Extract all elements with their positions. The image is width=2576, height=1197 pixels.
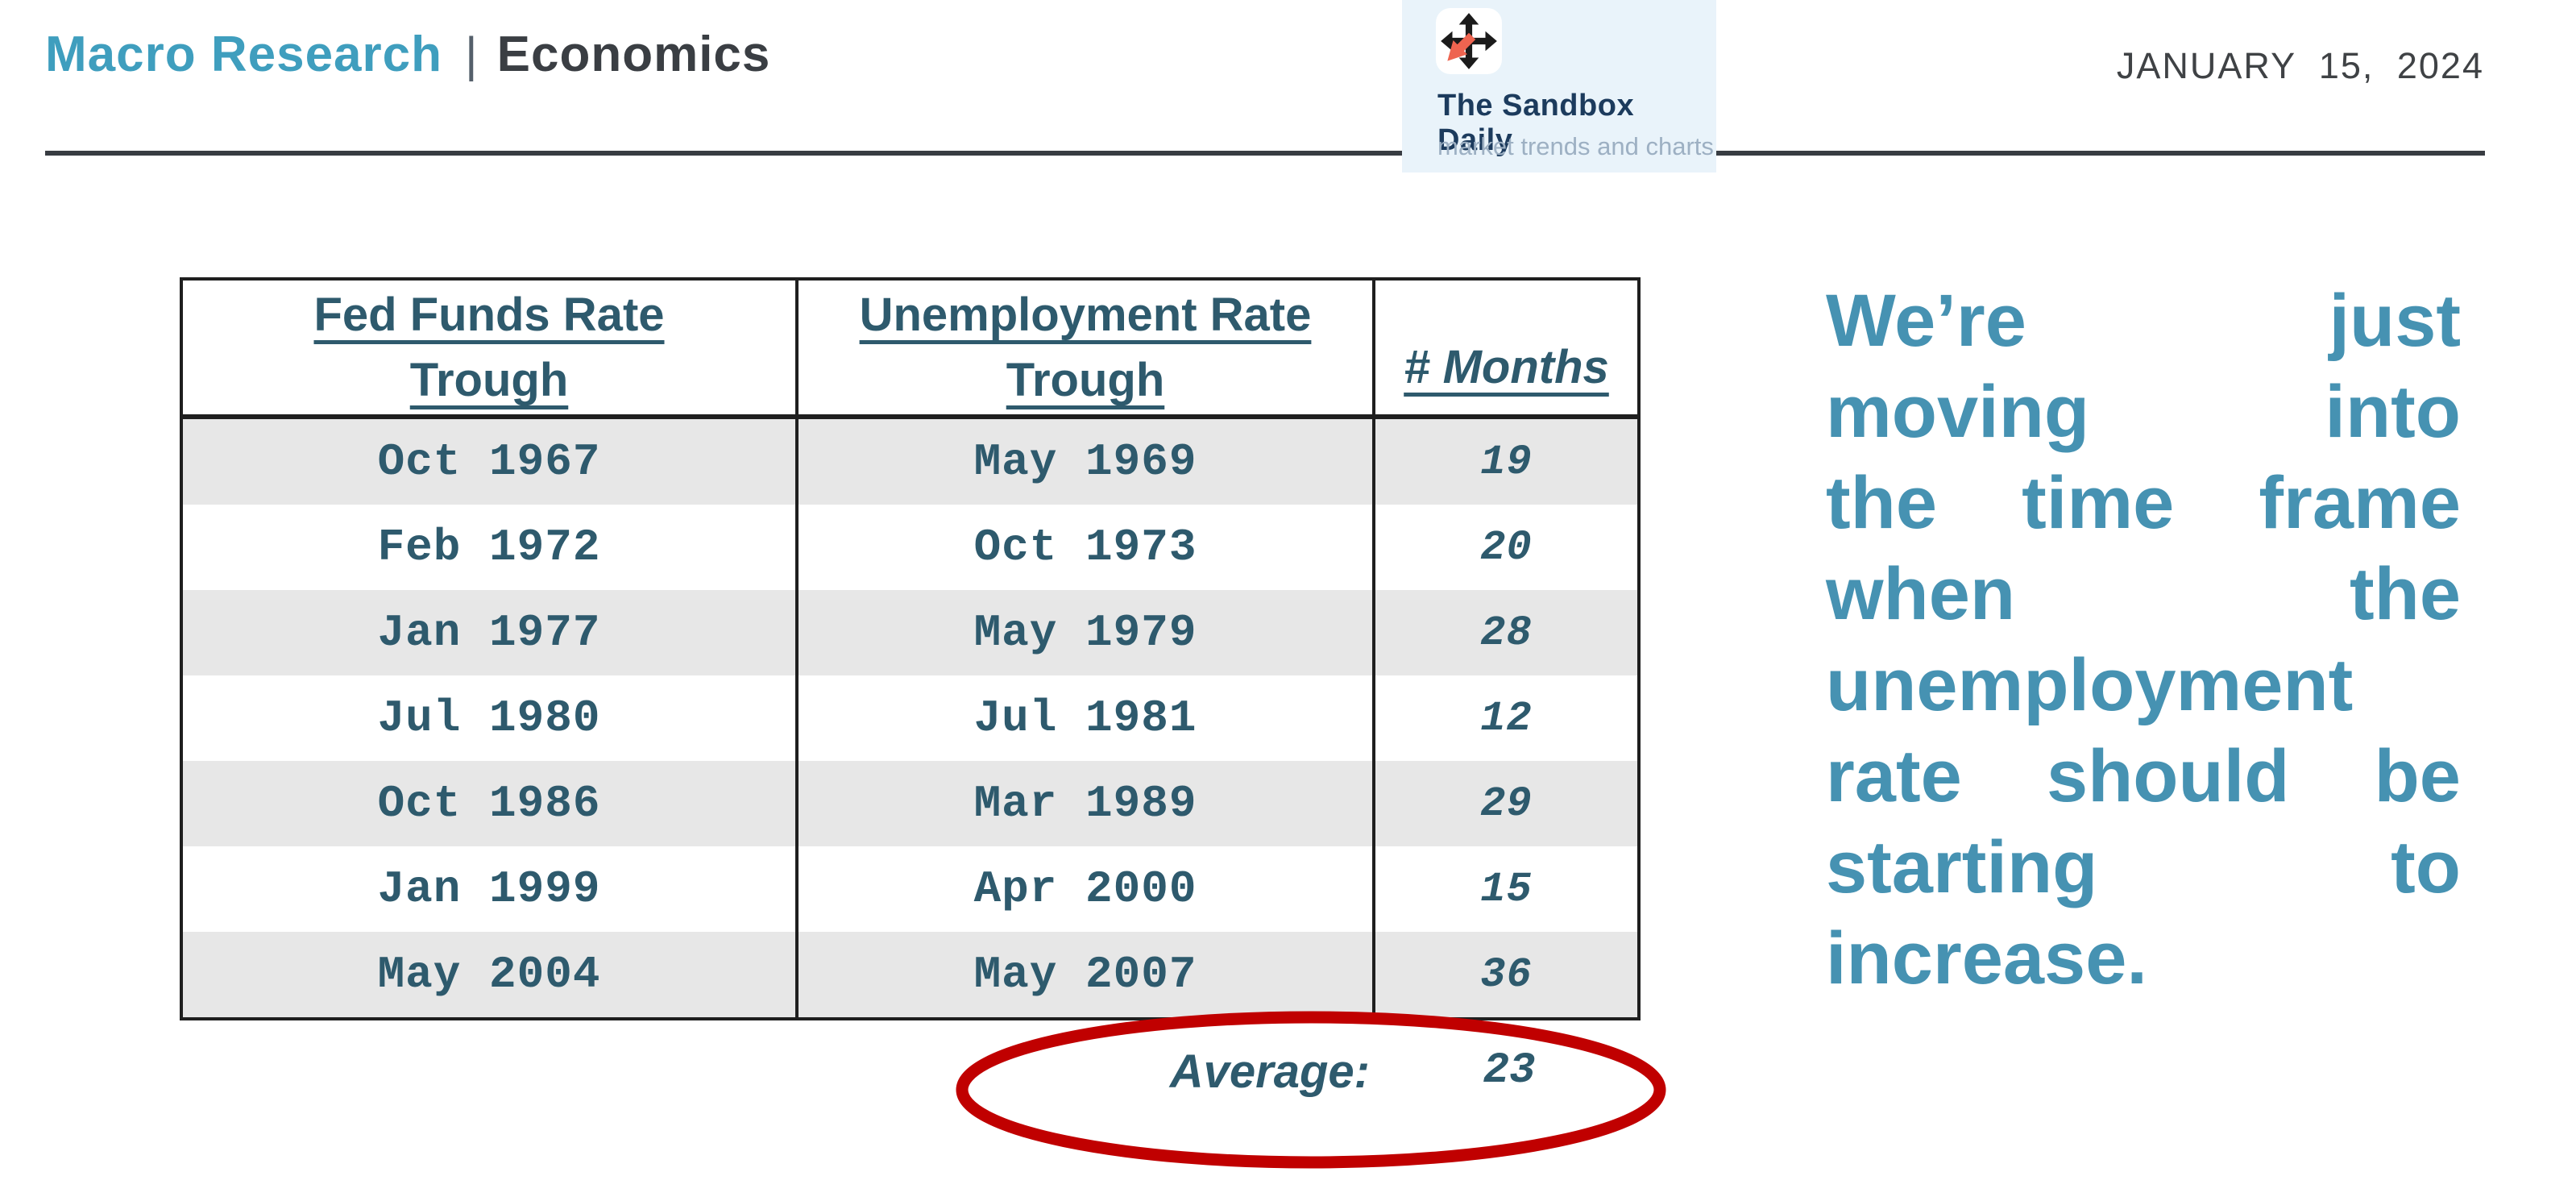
annotation-line: starting to [1826,826,2461,921]
annotation-word: moving [1826,371,2090,453]
table-row: Oct 1986 Mar 1989 29 [183,761,1637,846]
annotation-word: starting [1826,826,2098,908]
move-arrows-icon [1436,8,1502,74]
average-value: 23 [1483,1046,1536,1095]
table-cell: 20 [1372,505,1637,590]
table-cell: Feb 1972 [377,522,601,573]
table-cell: Oct 1967 [377,436,601,488]
annotation-text: We’re just moving into the time frame when the un… [1826,280,2461,1012]
table-cell: May 2004 [377,949,601,1000]
annotation-word: unemployment [1826,644,2354,726]
average-highlight-ellipse [956,1011,1666,1169]
annotation-word: increase. [1826,917,2147,1000]
table-cell: Oct 1986 [377,778,601,829]
brand-title-secondary: Economics [496,27,771,82]
brand-separator: | [465,27,478,81]
annotation-word: We’re [1826,280,2026,362]
table-row: May 2004 May 2007 36 [183,932,1637,1017]
annotation-line: moving into [1826,371,2461,466]
table-cell: 15 [1372,846,1637,932]
column-header-unemployment-trough: Unemployment Rate Trough [795,281,1372,414]
table-cell: Apr 2000 [795,846,1372,932]
table-cell: Oct 1973 [795,505,1372,590]
annotation-line: rate should be [1826,735,2461,830]
header-brand: Macro Research | Economics [45,26,770,83]
brand-title-primary: Macro Research [45,27,443,82]
annotation-line: We’re just [1826,280,2461,375]
trough-comparison-table: Fed Funds Rate Trough Unemployment Rate … [180,277,1641,1020]
table-row: Jan 1977 May 1979 28 [183,590,1637,675]
table-cell: Jan 1977 [377,607,601,659]
annotation-word: when [1826,553,2016,635]
annotation-word: should [2046,735,2290,817]
table-cell: May 1979 [795,590,1372,675]
table-body: Oct 1967 May 1969 19 Feb 1972 Oct 1973 20 Jan … [183,419,1637,1017]
table-cell: Mar 1989 [795,761,1372,846]
table-cell: 29 [1372,761,1637,846]
annotation-word: to [2391,826,2461,908]
logo-title: The Sandbox Daily [1437,89,1635,157]
annotation-word: time [2022,462,2175,544]
table-cell: May 1969 [795,419,1372,505]
table-cell: 19 [1372,419,1637,505]
annotation-word: rate [1826,735,1962,817]
annotation-word: into [2325,371,2461,453]
brand-logo: The Sandbox Daily market trends and char… [1402,0,1716,172]
table-cell: 36 [1372,932,1637,1017]
annotation-line: the time frame [1826,462,2461,557]
average-label: Average: [1169,1045,1370,1098]
table-row: Jul 1980 Jul 1981 12 [183,675,1637,761]
table-cell: Jul 1980 [377,692,601,744]
annotation-word: just [2329,280,2461,362]
table-row: Oct 1967 May 1969 19 [183,419,1637,505]
column-header-months: # Months [1372,281,1637,414]
annotation-line: when the [1826,553,2461,648]
table-cell: May 2007 [795,932,1372,1017]
table-cell: Jan 1999 [377,863,601,915]
table-row: Feb 1972 Oct 1973 20 [183,505,1637,590]
annotation-word: the [2350,553,2461,635]
header-divider-line [45,151,2485,156]
table-cell: 12 [1372,675,1637,761]
annotation-word: the [1826,462,1937,544]
annotation-word: be [2374,735,2461,817]
table-cell: Jul 1981 [795,675,1372,761]
column-header-fed-funds-trough: Fed Funds Rate Trough [313,288,665,406]
table-row: Jan 1999 Apr 2000 15 [183,846,1637,932]
table-header-row: Fed Funds Rate Trough Unemployment Rate … [183,281,1637,419]
annotation-line: increase. [1826,921,2461,1012]
issue-date: JANUARY 15, 2024 [2116,45,2484,86]
annotation-line: unemployment [1826,644,2461,739]
logo-tagline: market trends and charts [1437,132,1714,160]
table-cell: 28 [1372,590,1637,675]
annotation-word: frame [2259,462,2461,544]
